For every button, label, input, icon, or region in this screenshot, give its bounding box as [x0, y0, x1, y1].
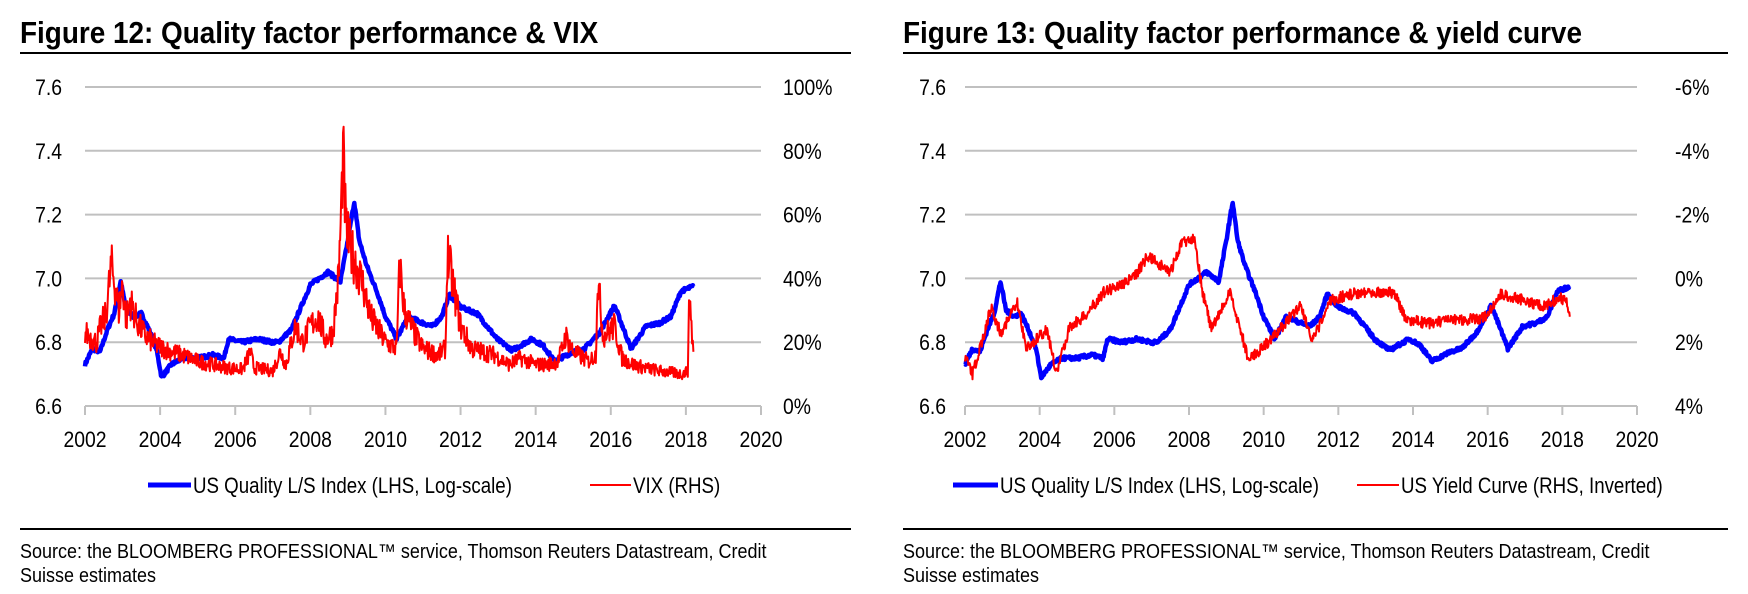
x-tick-label: 2010 — [364, 428, 407, 452]
y-left-tick-label: 6.8 — [919, 331, 946, 355]
y-right-tick-label: 0% — [783, 395, 811, 419]
y-left-tick-label: 6.6 — [35, 395, 62, 419]
x-tick-label: 2018 — [1541, 428, 1584, 452]
legend-label-yield-curve: US Yield Curve (RHS, Inverted) — [1401, 475, 1663, 499]
x-tick-label: 2012 — [439, 428, 482, 452]
x-tick-label: 2014 — [1391, 428, 1434, 452]
x-tick-label: 2006 — [1093, 428, 1136, 452]
series-line-yield-curve — [964, 233, 1571, 381]
y-axis-left: 6.6 6.8 7.0 7.2 7.4 7.6 — [35, 76, 62, 419]
y-left-tick-label: 6.8 — [35, 331, 62, 355]
x-tick-label: 2014 — [514, 428, 557, 452]
plot-area — [82, 125, 696, 381]
y-right-tick-label: 2% — [1675, 331, 1703, 355]
x-tick-label: 2018 — [664, 428, 707, 452]
series-line-quality-index — [963, 200, 1572, 381]
y-left-tick-label: 7.4 — [919, 140, 946, 164]
legend: US Quality L/S Index (LHS, Log-scale) US… — [953, 475, 1663, 499]
y-left-tick-label: 7.4 — [35, 140, 62, 164]
legend-label-quality: US Quality L/S Index (LHS, Log-scale) — [1000, 475, 1319, 499]
x-tick-label: 2004 — [1018, 428, 1061, 452]
legend: US Quality L/S Index (LHS, Log-scale) VI… — [148, 475, 720, 499]
x-tick-label: 2020 — [1615, 428, 1658, 452]
figure-13-yield-curve-chart: Figure 13: Quality factor performance & … — [903, 16, 1728, 587]
y-left-tick-label: 7.0 — [35, 267, 62, 291]
series-line-vix — [84, 125, 695, 381]
x-tick-label: 2004 — [139, 428, 182, 452]
y-right-tick-label: 60% — [783, 203, 822, 227]
y-axis-right: 0% 20% 40% 60% 80% 100% — [783, 76, 833, 419]
y-left-tick-label: 7.6 — [35, 76, 62, 100]
figure-12-vix-chart: Figure 12: Quality factor performance & … — [20, 16, 851, 587]
y-right-tick-label: 40% — [783, 267, 822, 291]
gridlines — [965, 86, 1637, 407]
x-tick-label: 2016 — [1466, 428, 1509, 452]
y-axis-right: 4% 2% 0% -2% -4% -6% — [1675, 76, 1709, 419]
source-line-1: Source: the BLOOMBERG PROFESSIONAL™ serv… — [20, 541, 767, 563]
x-tick-label: 2016 — [589, 428, 632, 452]
x-axis: 2002 2004 2006 2008 2010 2012 2014 2016 2018 2020 — [943, 406, 1659, 452]
x-tick-label: 2008 — [1167, 428, 1210, 452]
y-axis-left: 6.6 6.8 7.0 7.2 7.4 7.6 — [919, 76, 946, 419]
y-left-tick-label: 7.2 — [919, 203, 946, 227]
source-line-2: Suisse estimates — [903, 565, 1039, 587]
x-tick-label: 2020 — [739, 428, 782, 452]
x-tick-label: 2012 — [1317, 428, 1360, 452]
legend-label-vix: VIX (RHS) — [633, 475, 720, 499]
x-tick-label: 2002 — [63, 428, 106, 452]
x-axis: 2002 2004 2006 2008 2010 2012 2014 2016 2018 2020 — [63, 406, 783, 452]
y-left-tick-label: 6.6 — [919, 395, 946, 419]
plot-area — [963, 200, 1572, 381]
y-right-tick-label: 0% — [1675, 267, 1703, 291]
x-tick-label: 2008 — [289, 428, 332, 452]
legend-label-quality: US Quality L/S Index (LHS, Log-scale) — [193, 475, 512, 499]
y-left-tick-label: 7.6 — [919, 76, 946, 100]
source-line-1: Source: the BLOOMBERG PROFESSIONAL™ serv… — [903, 541, 1650, 563]
y-right-tick-label: -4% — [1675, 140, 1709, 164]
y-right-tick-label: 20% — [783, 331, 822, 355]
y-right-tick-label: -6% — [1675, 76, 1709, 100]
y-right-tick-label: 100% — [783, 76, 833, 100]
y-left-tick-label: 7.2 — [35, 203, 62, 227]
y-right-tick-label: -2% — [1675, 203, 1709, 227]
x-tick-label: 2010 — [1242, 428, 1285, 452]
source-line-2: Suisse estimates — [20, 565, 156, 587]
x-tick-label: 2006 — [214, 428, 257, 452]
x-tick-label: 2002 — [943, 428, 986, 452]
y-right-tick-label: 80% — [783, 140, 822, 164]
figure-13-title: Figure 13: Quality factor performance & … — [903, 16, 1582, 51]
y-left-tick-label: 7.0 — [919, 267, 946, 291]
y-right-tick-label: 4% — [1675, 395, 1703, 419]
figure-12-title: Figure 12: Quality factor performance & … — [20, 16, 598, 51]
